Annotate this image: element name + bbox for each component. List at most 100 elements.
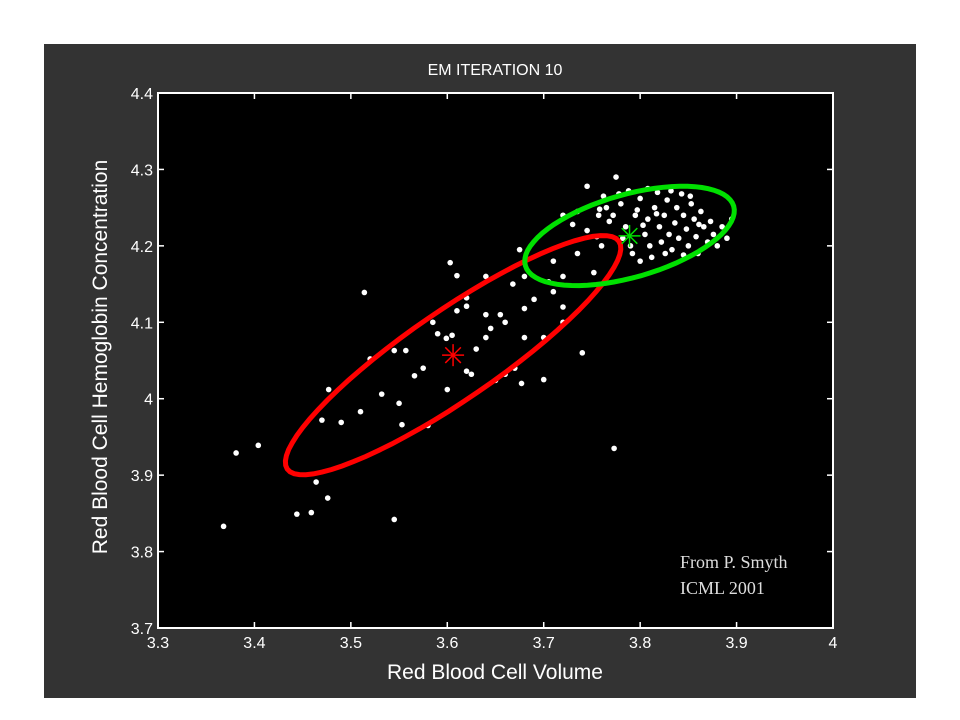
data-point [220, 523, 227, 530]
data-point [724, 235, 730, 242]
data-point [595, 212, 602, 219]
data-point [454, 308, 460, 314]
data-point [672, 220, 678, 226]
data-point [521, 273, 528, 280]
source-note-line-1: From P. Smyth [680, 552, 788, 572]
x-tick-label: 3.8 [629, 635, 651, 652]
data-point [540, 376, 547, 383]
data-point [420, 365, 426, 371]
data-point [658, 239, 665, 245]
data-point [444, 386, 451, 393]
data-point [691, 216, 697, 222]
data-point [640, 222, 646, 229]
data-point [584, 183, 590, 190]
x-tick-label: 3.7 [533, 635, 555, 652]
component-mean-marker-1 [444, 346, 462, 364]
data-point [550, 258, 557, 264]
data-point [646, 243, 653, 249]
chart-title: EM ITERATION 10 [428, 62, 563, 79]
data-point [664, 197, 670, 203]
data-point [560, 304, 566, 310]
data-point [574, 250, 581, 257]
data-point [560, 273, 566, 280]
data-point [483, 334, 489, 341]
data-point [629, 250, 636, 257]
data-point [463, 303, 470, 310]
data-point [632, 212, 639, 219]
data-point [613, 174, 619, 180]
x-tick-label: 3.9 [725, 635, 747, 652]
data-point [255, 442, 262, 449]
data-point [675, 235, 682, 242]
component-mean-marker-2 [621, 227, 638, 245]
data-point [714, 243, 721, 249]
data-point [313, 479, 319, 485]
data-point [622, 223, 629, 230]
y-tick-label: 4.4 [131, 86, 153, 103]
data-point [391, 516, 398, 523]
x-tick-label: 4 [829, 635, 838, 652]
data-point [611, 445, 617, 452]
data-point [518, 380, 525, 387]
data-point [233, 450, 239, 456]
data-point [719, 223, 725, 230]
data-point [696, 221, 702, 228]
x-tick-label: 3.3 [147, 635, 169, 652]
data-point [698, 208, 704, 215]
data-point [603, 204, 610, 211]
data-point [710, 231, 717, 238]
data-point [449, 332, 455, 339]
data-point [502, 319, 508, 326]
data-point [473, 346, 480, 352]
data-point [483, 311, 489, 318]
data-point [688, 201, 695, 207]
data-point [516, 246, 523, 253]
data-point [396, 400, 402, 407]
data-point [653, 210, 660, 217]
data-point [550, 288, 557, 295]
y-axis-label: Red Blood Cell Hemoglobin Concentration [89, 160, 112, 555]
component-ellipse-2 [522, 183, 737, 289]
data-point [447, 259, 453, 266]
y-tick-label: 4.1 [131, 315, 153, 332]
data-point [308, 509, 315, 516]
data-point [627, 243, 634, 249]
data-point [666, 231, 672, 238]
component-ellipse-1 [282, 233, 624, 478]
data-point [591, 269, 597, 276]
data-point [637, 258, 643, 264]
data-point [678, 191, 685, 197]
data-point [618, 201, 624, 207]
data-point [338, 419, 345, 426]
data-point [325, 386, 332, 393]
plot-area [158, 93, 833, 628]
data-point [642, 231, 648, 238]
x-tick-label: 3.5 [340, 635, 362, 652]
x-tick-label: 3.6 [436, 635, 458, 652]
data-point [521, 305, 528, 312]
data-point [656, 223, 663, 230]
y-tick-label: 4 [144, 392, 153, 409]
data-point [294, 511, 300, 517]
data-point [569, 221, 576, 228]
data-point [399, 421, 405, 428]
data-point [645, 216, 651, 222]
data-point [687, 193, 694, 199]
data-point [434, 330, 441, 337]
data-point [651, 204, 658, 211]
data-point [443, 335, 450, 342]
y-tick-label: 3.8 [131, 545, 153, 562]
data-point [669, 246, 675, 253]
data-point [579, 350, 586, 356]
data-point [411, 372, 418, 379]
y-tick-label: 4.3 [131, 162, 153, 179]
data-point [468, 371, 475, 378]
data-point [584, 227, 590, 234]
data-point [403, 347, 409, 354]
data-point [463, 368, 470, 375]
data-point [430, 319, 436, 326]
data-point [510, 281, 516, 287]
data-point [361, 289, 368, 296]
data-point [596, 206, 603, 212]
